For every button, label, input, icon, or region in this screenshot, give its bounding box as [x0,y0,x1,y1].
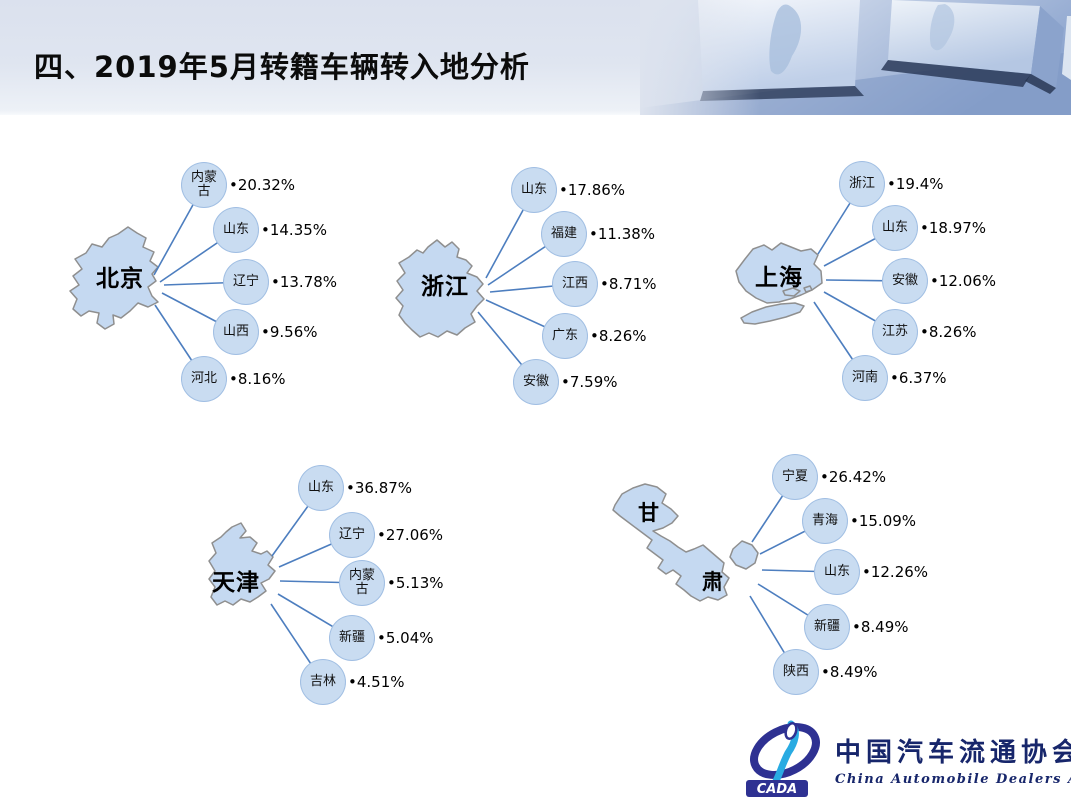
source-region-label: 北京 [96,266,144,292]
province-bubble: 山东 [814,549,860,595]
percentage-label: •11.38% [589,225,656,243]
zhejiang-map-shape [395,239,485,338]
percentage-label: •12.06% [930,272,997,290]
province-bubble: 河北 [181,356,227,402]
percentage-label: •27.06% [377,526,444,544]
gansu-map-shape [612,483,730,602]
source-region-label: 天津 [212,570,260,596]
province-bubble: 山东 [213,207,259,253]
source-region-label-part2: 肃 [702,570,723,594]
percentage-label: •5.04% [377,629,434,647]
province-bubble: 广东 [542,313,588,359]
slide-header: 四、2019年5月转籍车辆转入地分析 [0,0,1071,115]
percentage-label: •17.86% [559,181,626,199]
percentage-label: •8.26% [590,327,647,345]
percentage-label: •14.35% [261,221,328,239]
province-bubble: 内蒙古 [181,162,227,208]
province-bubble: 宁夏 [772,454,818,500]
percentage-label: •5.13% [387,574,444,592]
province-bubble: 江西 [552,261,598,307]
province-bubble: 新疆 [804,604,850,650]
logo-text: 中国汽车流通协会 China Automobile Dealers Associ… [835,732,1071,787]
percentage-label: •26.42% [820,468,887,486]
province-bubble: 山东 [298,465,344,511]
shanghai-map-shape [735,242,823,304]
province-bubble: 山西 [213,309,259,355]
percentage-label: •20.32% [229,176,296,194]
cada-acronym: CADA [757,782,797,797]
tianjin-map-shape [208,522,276,606]
province-bubble: 青海 [802,498,848,544]
percentage-label: •12.26% [862,563,929,581]
province-bubble: 辽宁 [223,259,269,305]
percentage-label: •15.09% [850,512,917,530]
gansu-east-lobe [729,540,759,570]
shanghai-islet-small [803,285,813,293]
province-bubble: 山东 [511,167,557,213]
province-bubble: 陕西 [773,649,819,695]
province-bubble: 福建 [541,211,587,257]
percentage-label: •8.49% [852,618,909,636]
percentage-label: •13.78% [271,273,338,291]
shanghai-islet [782,287,801,297]
percentage-label: •8.16% [229,370,286,388]
province-bubble: 安徽 [882,258,928,304]
percentage-label: •19.4% [887,175,944,193]
source-region-label-part1: 甘 [638,501,659,525]
percentage-label: •8.26% [920,323,977,341]
percentage-label: •36.87% [346,479,413,497]
percentage-label: •9.56% [261,323,318,341]
province-bubble: 江苏 [872,309,918,355]
source-region-label: 上海 [755,265,803,291]
cada-logo: CADA 中国汽车流通协会 China Automobile Dealers A… [745,720,1071,798]
percentage-label: •7.59% [561,373,618,391]
province-bubble: 安徽 [513,359,559,405]
page-title: 四、2019年5月转籍车辆转入地分析 [34,50,530,84]
cada-logo-icon: CADA [746,720,820,797]
percentage-label: •6.37% [890,369,947,387]
shanghai-island [740,302,805,325]
beijing-map-shape [69,226,159,330]
province-bubble: 吉林 [300,659,346,705]
province-bubble: 山东 [872,205,918,251]
logo-english-name: China Automobile Dealers Association [835,771,1071,787]
province-bubble: 内蒙古 [339,560,385,606]
logo-chinese-name: 中国汽车流通协会 [835,737,1071,768]
percentage-label: •18.97% [920,219,987,237]
province-bubble: 浙江 [839,161,885,207]
percentage-label: •4.51% [348,673,405,691]
blue-cubes-banner-image [640,0,1071,115]
source-region-label: 浙江 [421,274,469,300]
province-bubble: 新疆 [329,615,375,661]
percentage-label: •8.49% [821,663,878,681]
province-bubble: 辽宁 [329,512,375,558]
percentage-label: •8.71% [600,275,657,293]
province-bubble: 河南 [842,355,888,401]
